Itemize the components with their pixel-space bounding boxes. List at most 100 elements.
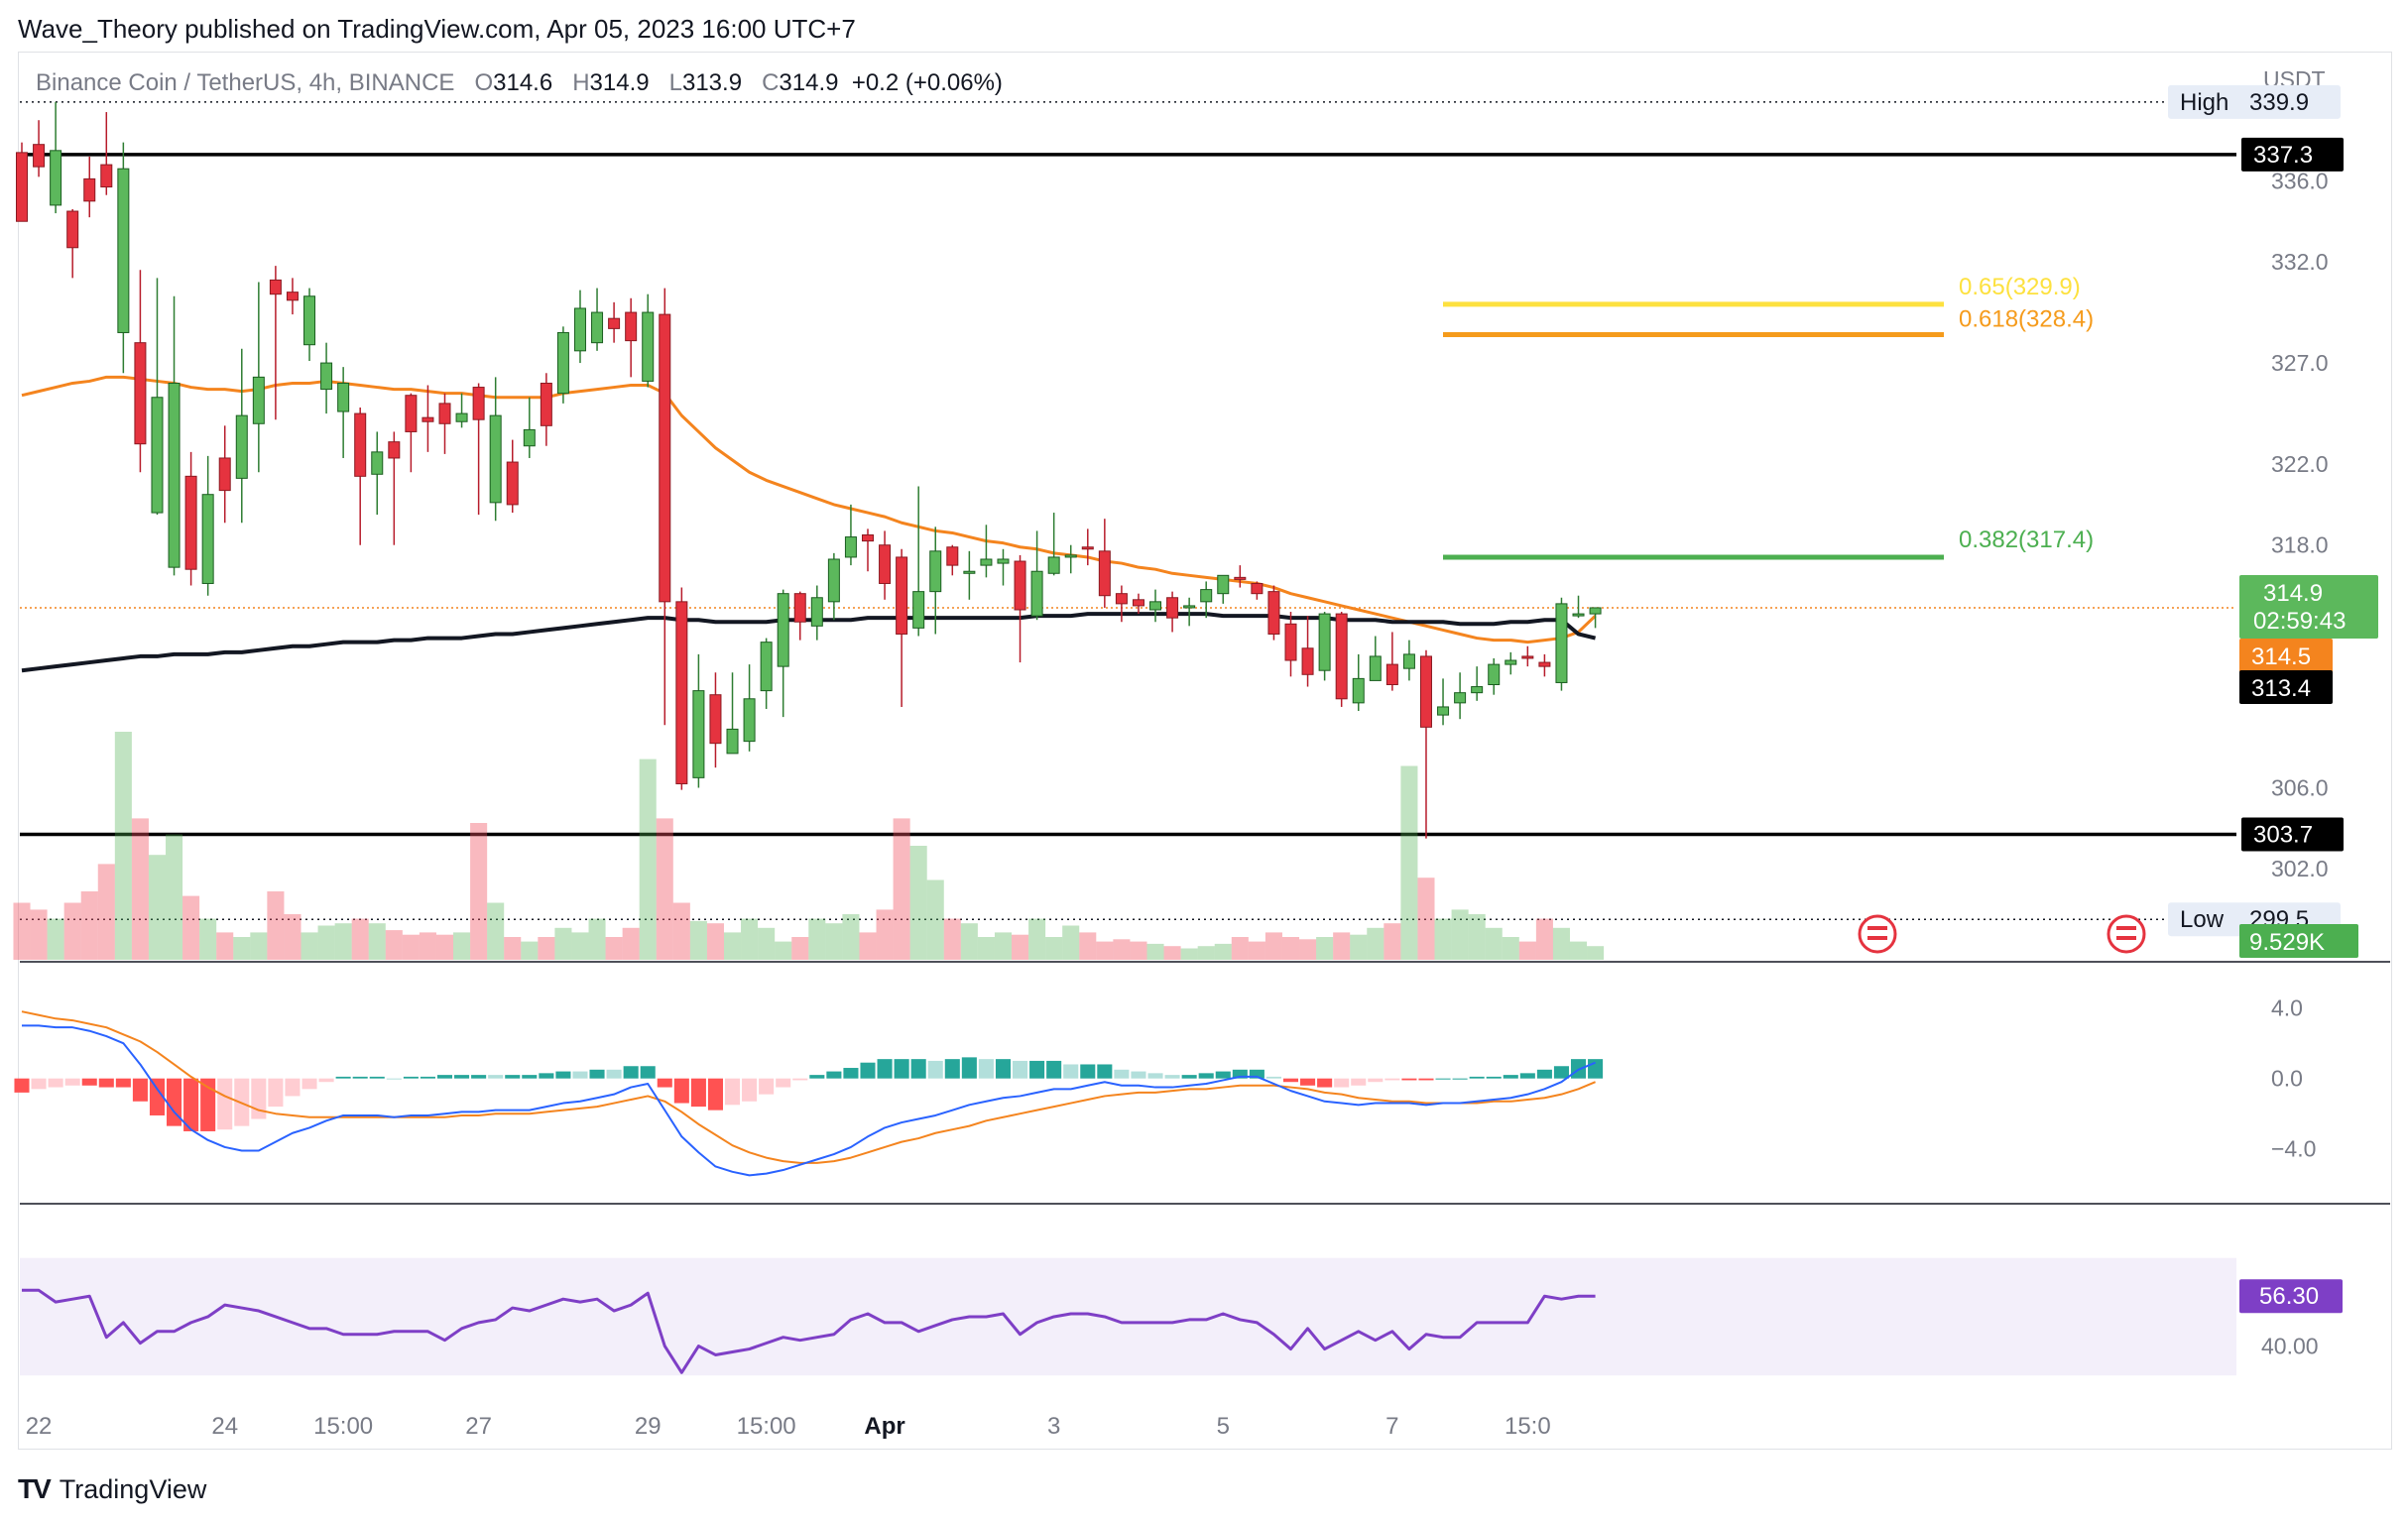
time-axis-tick: 22	[26, 1413, 53, 1440]
candle-body	[709, 694, 722, 745]
price-axis-tick: 336.0	[2271, 168, 2329, 193]
macd-histogram-bar	[149, 1078, 166, 1115]
macd-histogram-bar	[555, 1071, 571, 1079]
volume-bar	[1214, 943, 1232, 960]
volume-bar	[435, 934, 454, 960]
macd-histogram-bar	[1249, 1069, 1264, 1079]
candle-body	[1301, 647, 1314, 675]
candle-body	[1335, 613, 1348, 700]
volume-bar	[1062, 925, 1080, 960]
candle-body	[455, 412, 468, 422]
extreme-badge-bg-high	[2168, 84, 2341, 119]
volume-bar	[758, 927, 776, 960]
candle-body	[692, 690, 705, 778]
time-axis-tick: 15:0	[1505, 1413, 1551, 1440]
ema-black-line	[21, 612, 1597, 673]
macd-histogram-bar	[1486, 1076, 1502, 1079]
candle-body	[83, 177, 96, 202]
volume-bar	[825, 923, 843, 960]
macd-histogram-bar	[268, 1078, 284, 1108]
volume-bar	[994, 932, 1013, 960]
volume-bar	[672, 902, 690, 960]
level-badge-label: 337.3	[2253, 142, 2313, 169]
volume-bar	[1197, 946, 1215, 960]
time-axis-tick: 15:00	[737, 1413, 796, 1440]
volume-bar	[419, 932, 436, 960]
level-badge-label: 303.7	[2253, 821, 2313, 848]
volume-bar	[1079, 932, 1097, 960]
volume-bar	[1130, 941, 1147, 960]
candle-body	[573, 307, 586, 352]
macd-histogram-bar	[1029, 1060, 1045, 1079]
volume-bar	[1468, 914, 1486, 960]
volume-bar	[182, 895, 200, 960]
price-axis-tick: 327.0	[2271, 350, 2329, 376]
macd-histogram-bar	[115, 1078, 131, 1088]
volume-bar	[199, 918, 217, 960]
macd-histogram-bar	[14, 1078, 30, 1093]
fib-label: 0.618(328.4)	[1959, 306, 2094, 333]
volume-bar	[571, 932, 589, 960]
candle-body	[523, 428, 536, 447]
candle-body	[33, 144, 46, 168]
macd-histogram-bar	[860, 1062, 876, 1079]
macd-histogram-bar	[944, 1059, 960, 1079]
chart-frame	[18, 52, 2392, 1450]
ema-orange-line	[21, 375, 1597, 644]
candle-body	[269, 279, 282, 295]
close-value: 314.9	[779, 69, 839, 96]
volume-bar	[1367, 927, 1385, 960]
volume-bar	[1417, 878, 1435, 960]
candle-body	[793, 593, 806, 623]
symbol-label[interactable]: Binance Coin / TetherUS, 4h, BINANCE	[36, 69, 455, 96]
macd-histogram-bar	[673, 1078, 689, 1104]
macd-histogram-bar	[369, 1076, 385, 1079]
macd-histogram-bar	[64, 1078, 80, 1086]
open-value: 314.6	[493, 69, 553, 96]
volume-bar	[1552, 927, 1570, 960]
candle-body	[1200, 589, 1213, 603]
candle-body	[1217, 574, 1230, 595]
candle-body	[235, 414, 248, 479]
macd-line	[22, 1024, 1596, 1177]
volume-bar	[470, 823, 488, 960]
macd-histogram-bar	[335, 1076, 351, 1079]
volume-bar	[741, 918, 759, 960]
candle-body	[320, 362, 333, 391]
candle-body	[286, 292, 299, 301]
macd-histogram-bar	[132, 1078, 148, 1102]
volume-bar	[1451, 909, 1469, 960]
time-axis-tick: 3	[1047, 1413, 1060, 1440]
candle-body	[1369, 655, 1382, 681]
macd-histogram-bar	[1164, 1075, 1180, 1079]
macd-histogram-bar	[403, 1076, 419, 1079]
candle-body	[1471, 686, 1484, 694]
candle-body	[134, 342, 147, 445]
volume-bar	[80, 891, 98, 960]
macd-histogram-bar	[843, 1068, 859, 1079]
candle-body	[1454, 692, 1467, 704]
candle-body	[66, 210, 79, 249]
candle-body	[117, 168, 130, 333]
candle-body	[1505, 659, 1517, 665]
flag-stripe-icon	[2116, 936, 2136, 940]
footer-brand[interactable]: TV TradingView	[18, 1473, 206, 1505]
candle-body	[896, 556, 908, 635]
macd-histogram-bar	[183, 1078, 199, 1131]
volume-bar	[1502, 937, 1519, 960]
candle-body	[608, 317, 621, 329]
candle-body	[912, 591, 925, 629]
macd-histogram-bar	[1469, 1076, 1485, 1079]
volume-bar	[1587, 946, 1605, 960]
candle-body	[1183, 605, 1196, 609]
macd-histogram-bar	[167, 1078, 182, 1126]
level-badge-bg	[2241, 817, 2344, 852]
macd-histogram-bar	[200, 1078, 216, 1131]
candle-body	[218, 457, 231, 492]
volume-bar	[1028, 918, 1046, 960]
candle-body	[201, 494, 214, 584]
volume-bar	[554, 927, 572, 960]
macd-histogram-bar	[98, 1078, 114, 1088]
candle-body	[1166, 597, 1179, 619]
